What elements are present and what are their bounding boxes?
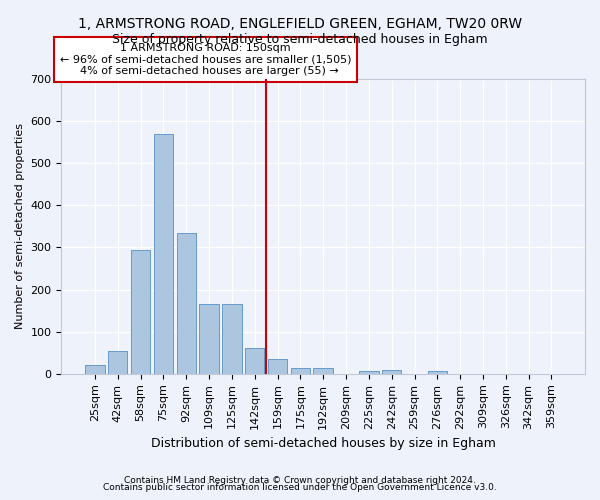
Text: Contains public sector information licensed under the Open Government Licence v3: Contains public sector information licen… [103,484,497,492]
X-axis label: Distribution of semi-detached houses by size in Egham: Distribution of semi-detached houses by … [151,437,496,450]
Text: Contains HM Land Registry data © Crown copyright and database right 2024.: Contains HM Land Registry data © Crown c… [124,476,476,485]
Bar [176,232,196,374]
Bar [85,366,104,374]
Bar [268,359,287,374]
Text: 1 ARMSTRONG ROAD: 150sqm  
← 96% of semi-detached houses are smaller (1,505)
  4: 1 ARMSTRONG ROAD: 150sqm ← 96% of semi-d… [59,43,351,76]
Bar [290,368,310,374]
Text: 1, ARMSTRONG ROAD, ENGLEFIELD GREEN, EGHAM, TW20 0RW: 1, ARMSTRONG ROAD, ENGLEFIELD GREEN, EGH… [78,18,522,32]
Bar [199,304,219,374]
Bar [313,368,333,374]
Bar [108,350,127,374]
Bar [428,371,447,374]
Y-axis label: Number of semi-detached properties: Number of semi-detached properties [15,124,25,330]
Bar [222,304,242,374]
Bar [154,134,173,374]
Bar [382,370,401,374]
Bar [131,250,150,374]
Bar [245,348,265,374]
Bar [359,371,379,374]
Text: Size of property relative to semi-detached houses in Egham: Size of property relative to semi-detach… [112,32,488,46]
